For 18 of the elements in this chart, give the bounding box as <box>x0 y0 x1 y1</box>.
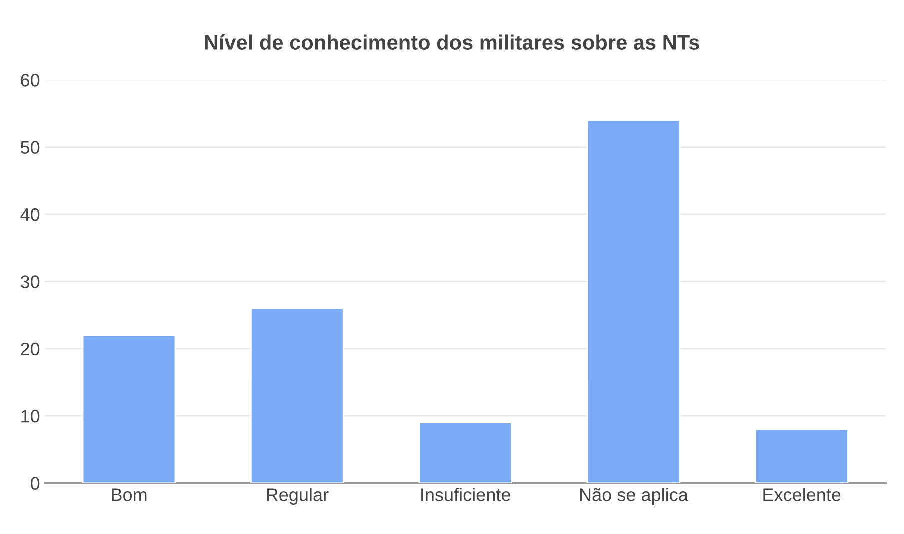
x-tick-label: Não se aplica <box>580 488 688 505</box>
y-tick-label: 20 <box>21 342 40 356</box>
x-tick-label: Bom <box>112 488 147 502</box>
bar <box>418 422 512 484</box>
bar <box>82 334 176 484</box>
x-tick-label: Excelente <box>764 488 841 502</box>
y-tick-label: 30 <box>20 276 40 288</box>
x-tick-label: Regular <box>267 488 329 505</box>
y-tick-label: 0 <box>31 477 40 490</box>
bar <box>250 308 344 484</box>
bar <box>754 428 849 484</box>
y-tick-label: 50 <box>20 141 40 154</box>
chart-title: Nível de conhecimento dos militares sobre as NTs <box>205 34 700 50</box>
x-tick-label: Insuficiente <box>422 488 510 502</box>
y-tick-label: 10 <box>22 410 40 423</box>
y-tick-label: 60 <box>21 74 40 87</box>
y-tick-label: 40 <box>20 208 40 222</box>
bar <box>586 120 681 484</box>
